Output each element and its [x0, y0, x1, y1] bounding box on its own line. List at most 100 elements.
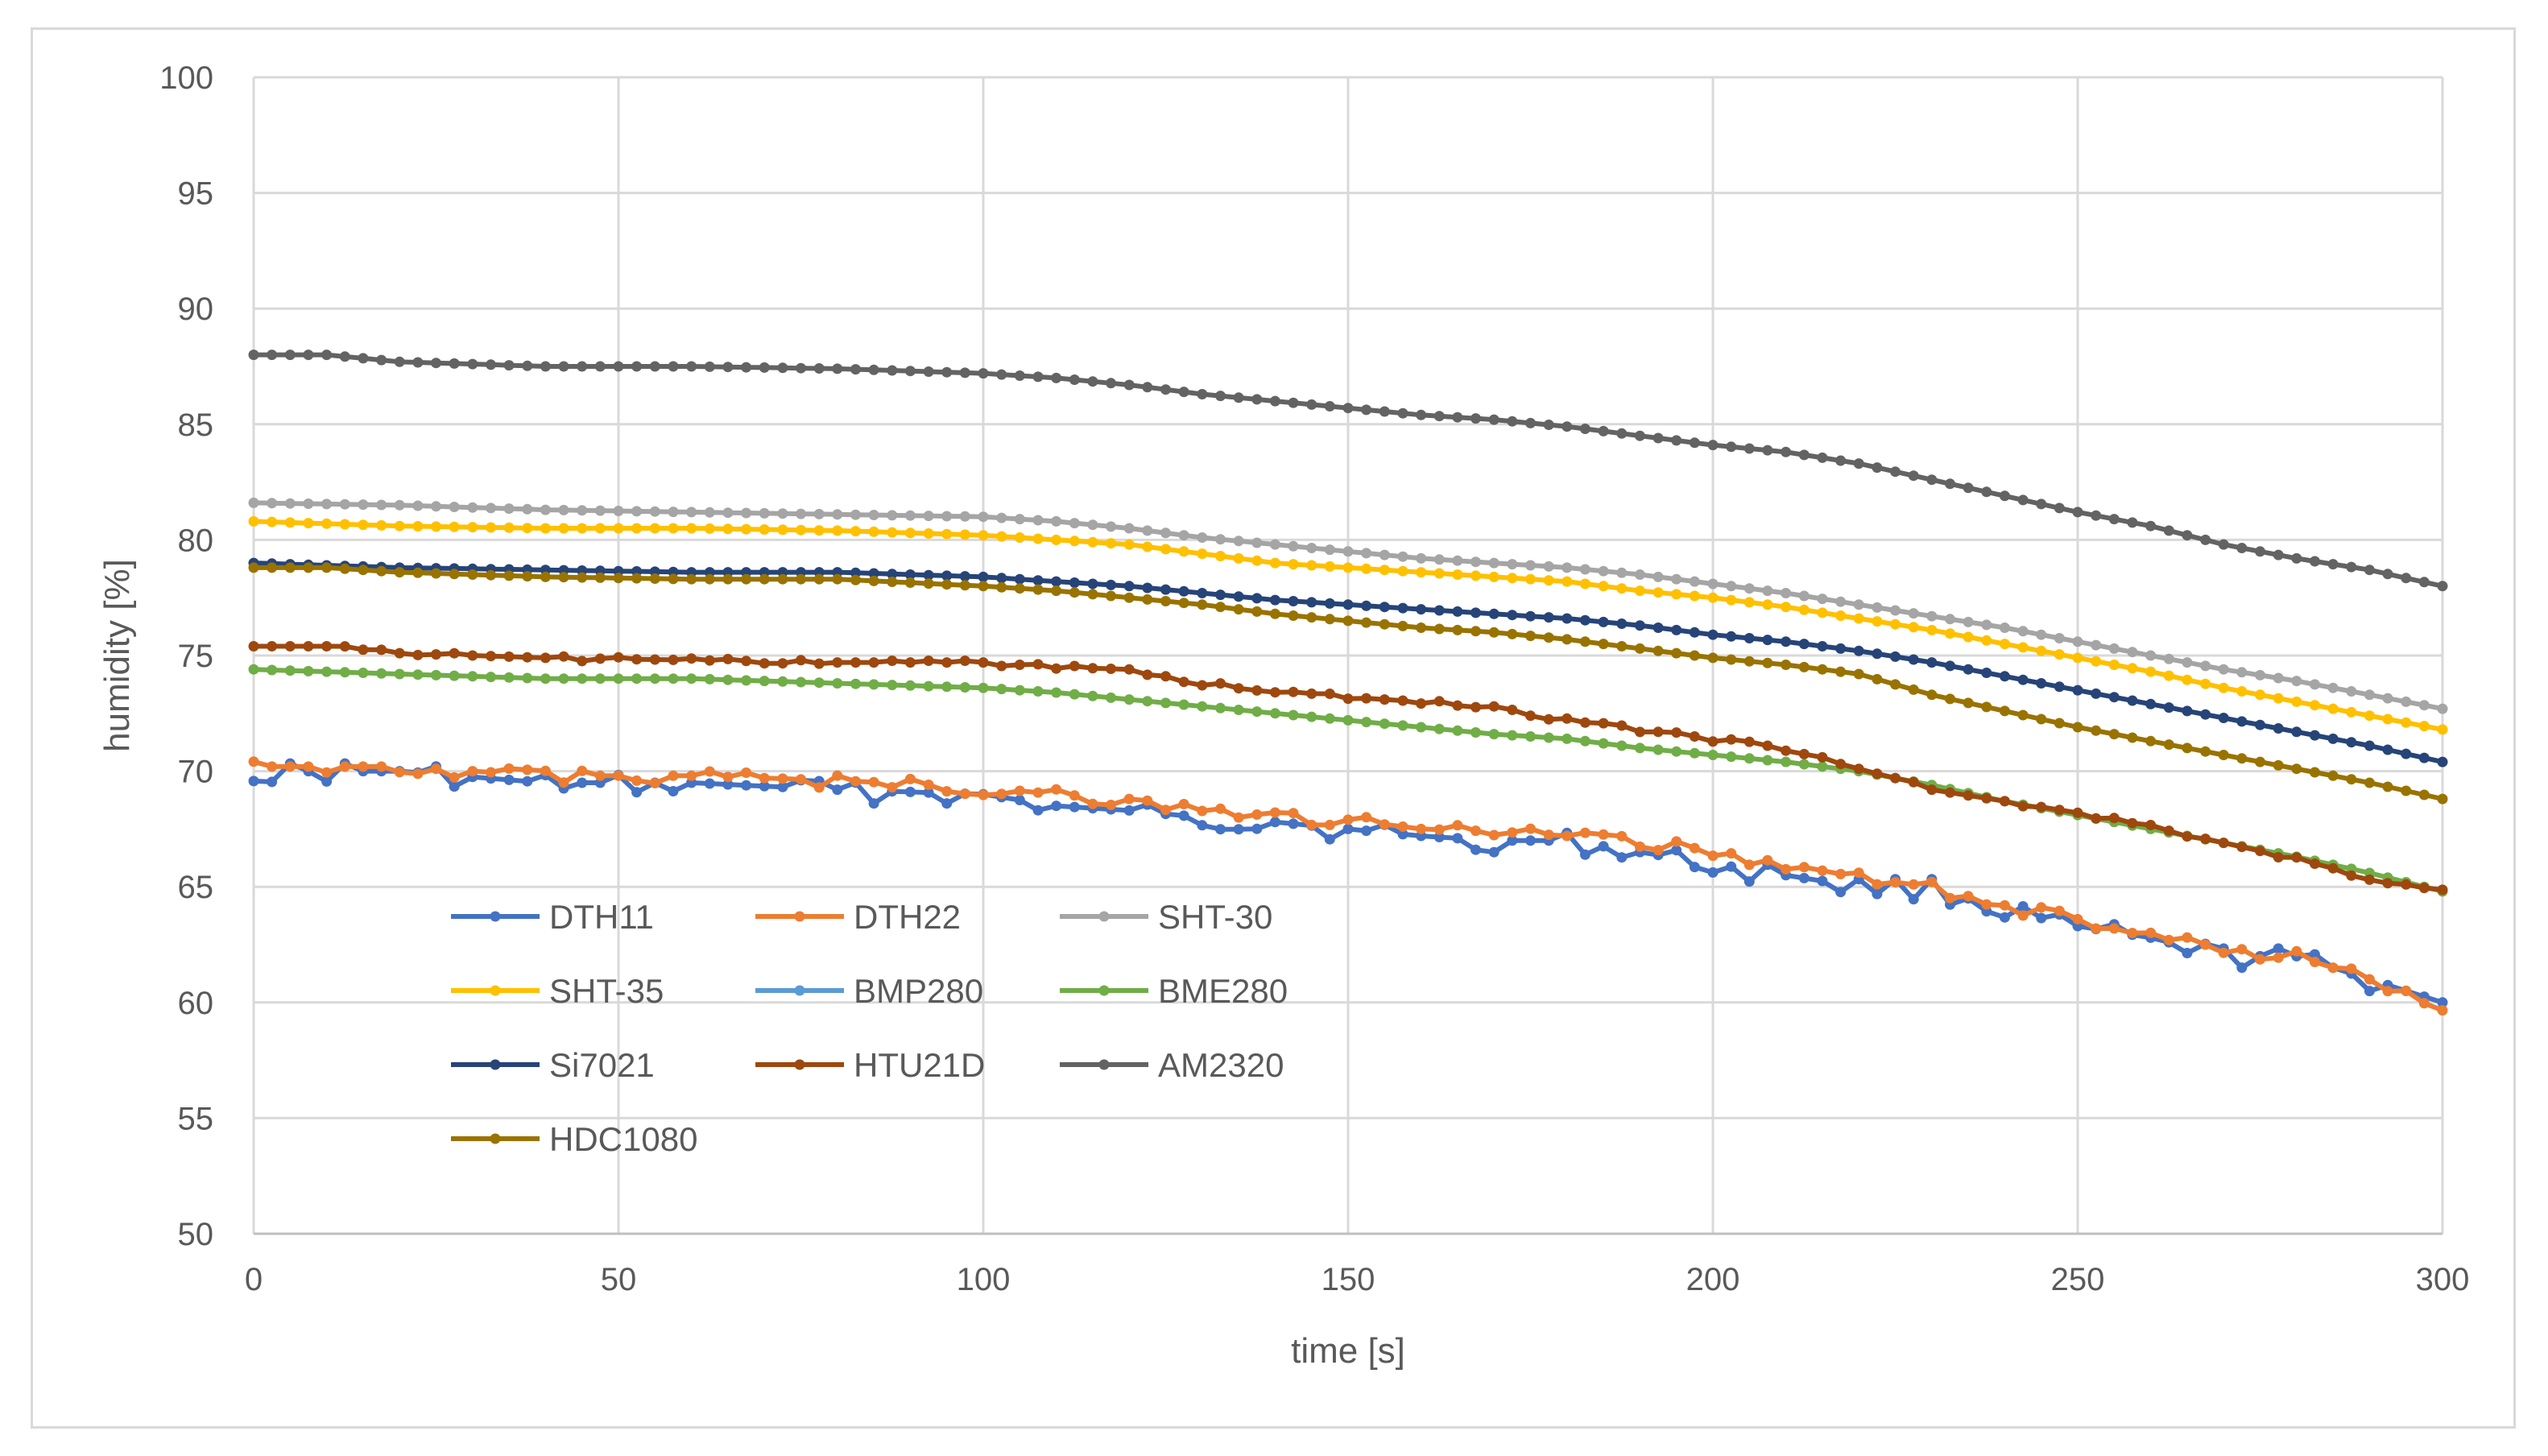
data-point	[631, 775, 643, 786]
data-point	[2437, 793, 2448, 805]
legend-label: DTH22	[854, 898, 961, 936]
data-point	[412, 500, 424, 511]
data-point	[1853, 668, 1864, 680]
data-point	[649, 778, 660, 788]
data-point	[1106, 538, 1116, 549]
data-point	[577, 656, 588, 667]
data-point	[796, 655, 806, 666]
data-point	[303, 498, 314, 509]
data-point	[449, 358, 460, 369]
data-point	[2072, 722, 2083, 733]
data-point	[1726, 631, 1737, 642]
data-point	[2291, 696, 2302, 707]
data-point	[2273, 672, 2284, 684]
data-point	[1999, 490, 2010, 502]
data-point	[2017, 642, 2029, 653]
data-point	[1817, 594, 1828, 605]
data-point	[2364, 710, 2375, 722]
data-point	[1507, 573, 1518, 584]
data-point	[2218, 750, 2229, 760]
data-point	[2036, 912, 2047, 924]
data-point	[2327, 770, 2339, 781]
data-point	[1233, 591, 1244, 602]
data-point	[1251, 823, 1263, 834]
data-point	[267, 498, 278, 509]
data-point	[594, 770, 606, 781]
data-point	[449, 670, 460, 681]
data-point	[996, 369, 1007, 380]
data-point	[959, 367, 970, 378]
legend-label: SHT-30	[1158, 898, 1272, 936]
data-point	[1579, 636, 1590, 647]
data-point	[904, 786, 916, 797]
data-point	[540, 523, 551, 534]
data-point	[1416, 552, 1427, 564]
data-point	[2401, 785, 2412, 796]
data-point	[540, 765, 551, 776]
data-point	[431, 501, 441, 512]
data-point	[1652, 845, 1664, 856]
data-point	[1762, 657, 1773, 668]
data-point	[467, 650, 478, 661]
data-point	[2346, 774, 2357, 785]
data-point	[796, 573, 806, 585]
data-point	[339, 761, 350, 772]
data-point	[1963, 697, 1974, 709]
data-point	[1452, 833, 1463, 844]
data-point	[1379, 694, 1390, 705]
data-point	[2346, 686, 2357, 697]
data-point	[486, 503, 496, 514]
data-point	[1945, 693, 1955, 705]
data-point	[1178, 530, 1189, 541]
data-point	[1452, 700, 1463, 711]
data-point	[248, 497, 259, 508]
data-point	[2401, 748, 2412, 759]
data-point	[2054, 805, 2065, 816]
data-point	[1634, 569, 1645, 580]
data-point	[1945, 660, 1955, 672]
data-point	[813, 677, 825, 689]
data-point	[1999, 796, 2010, 807]
data-point	[486, 522, 496, 533]
data-point	[1251, 706, 1263, 718]
data-point	[850, 678, 861, 689]
data-point	[1689, 842, 1700, 854]
data-point	[1634, 841, 1645, 852]
data-point	[1579, 564, 1590, 575]
data-point	[486, 569, 496, 581]
data-point	[1652, 726, 1664, 738]
data-point	[613, 523, 624, 534]
data-point	[2364, 974, 2375, 985]
data-point	[267, 350, 278, 361]
data-point	[284, 761, 296, 772]
data-point	[1579, 614, 1590, 626]
data-point	[1178, 699, 1189, 710]
data-point	[868, 526, 879, 537]
data-point	[1616, 428, 1628, 439]
data-point	[978, 571, 989, 582]
data-point	[1416, 722, 1427, 733]
y-tick-label: 90	[178, 292, 214, 327]
data-point	[1525, 417, 1536, 428]
data-point	[2327, 559, 2339, 570]
data-point	[668, 673, 679, 685]
data-point	[486, 359, 496, 370]
data-point	[267, 562, 278, 573]
data-point	[1999, 639, 2010, 650]
data-point	[1452, 606, 1463, 617]
data-point	[1251, 685, 1263, 696]
data-point	[1999, 671, 2010, 682]
data-point	[759, 772, 770, 784]
data-point	[1726, 441, 1737, 453]
data-point	[2036, 629, 2047, 640]
data-point	[1288, 709, 1299, 721]
data-point	[1525, 610, 1536, 622]
data-point	[959, 571, 970, 582]
data-point	[1872, 462, 1883, 474]
data-point	[2327, 682, 2339, 693]
data-point	[2182, 674, 2193, 685]
data-point	[668, 361, 679, 372]
data-point	[777, 676, 788, 687]
data-point	[1379, 406, 1390, 417]
